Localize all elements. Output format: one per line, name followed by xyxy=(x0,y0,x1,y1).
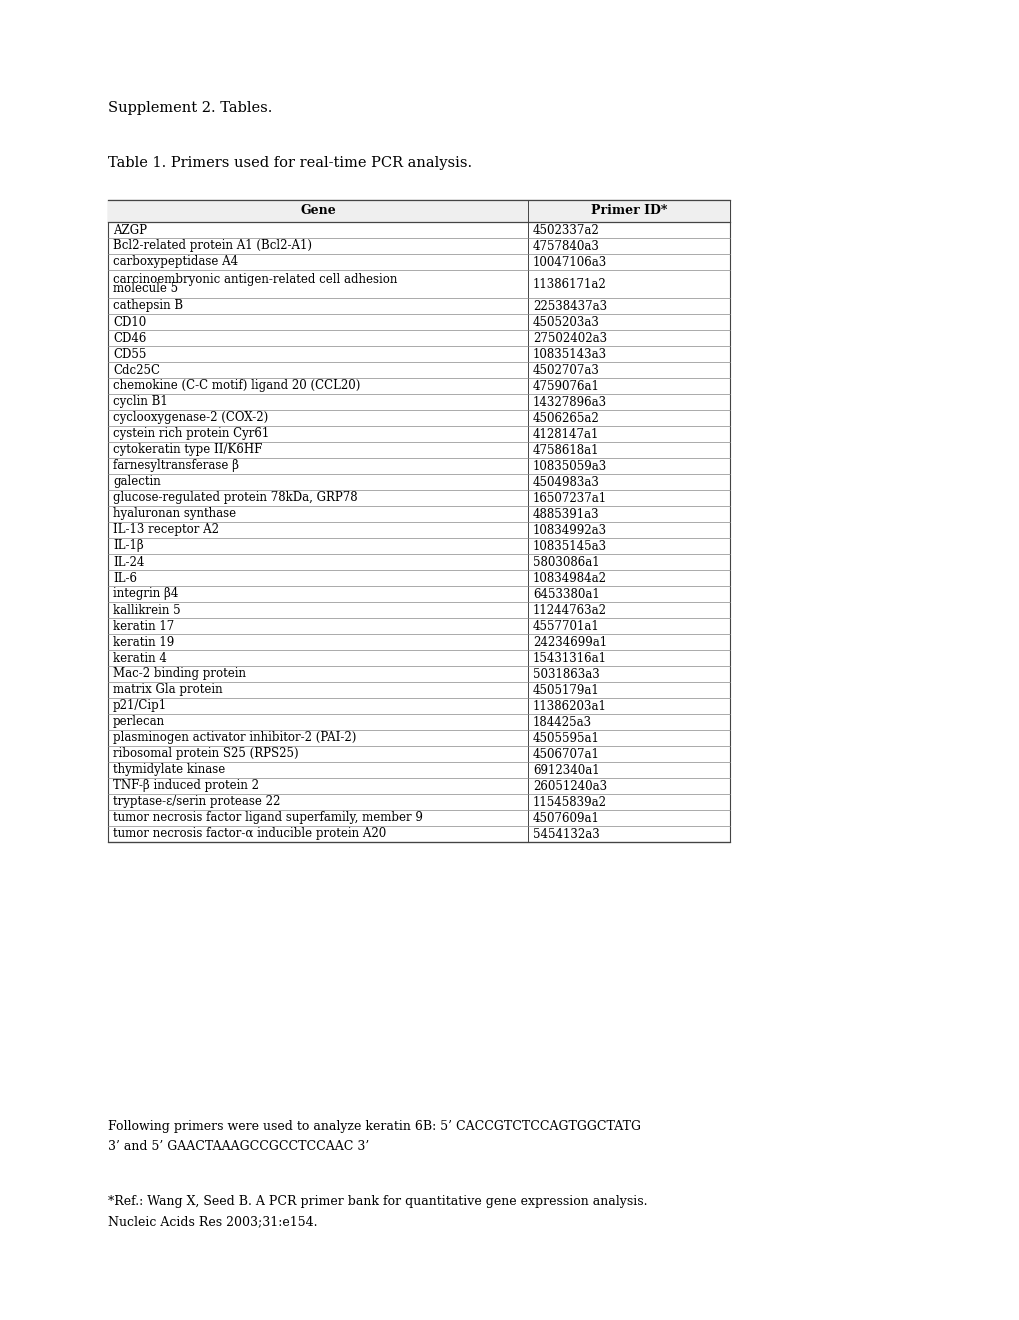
Text: farnesyltransferase β: farnesyltransferase β xyxy=(113,459,238,473)
Text: keratin 19: keratin 19 xyxy=(113,635,174,648)
Text: 10047106a3: 10047106a3 xyxy=(532,256,606,268)
Text: 6912340a1: 6912340a1 xyxy=(532,763,599,776)
Text: 4557701a1: 4557701a1 xyxy=(532,619,599,632)
Text: 26051240a3: 26051240a3 xyxy=(532,780,606,792)
Text: 11386171a2: 11386171a2 xyxy=(532,277,606,290)
Text: kallikrein 5: kallikrein 5 xyxy=(113,603,180,616)
Text: cystein rich protein Cyr61: cystein rich protein Cyr61 xyxy=(113,428,269,441)
Text: *Ref.: Wang X, Seed B. A PCR primer bank for quantitative gene expression analys: *Ref.: Wang X, Seed B. A PCR primer bank… xyxy=(108,1195,647,1228)
Text: CD55: CD55 xyxy=(113,347,147,360)
Text: glucose-regulated protein 78kDa, GRP78: glucose-regulated protein 78kDa, GRP78 xyxy=(113,491,358,504)
Text: plasminogen activator inhibitor-2 (PAI-2): plasminogen activator inhibitor-2 (PAI-2… xyxy=(113,731,356,744)
Text: 15431316a1: 15431316a1 xyxy=(532,652,606,664)
Text: hyaluronan synthase: hyaluronan synthase xyxy=(113,507,235,520)
Text: 184425a3: 184425a3 xyxy=(532,715,591,729)
Text: p21/Cip1: p21/Cip1 xyxy=(113,700,167,713)
Text: integrin β4: integrin β4 xyxy=(113,587,178,601)
Text: Mac-2 binding protein: Mac-2 binding protein xyxy=(113,668,246,681)
Text: 4757840a3: 4757840a3 xyxy=(532,239,599,252)
Text: 5031863a3: 5031863a3 xyxy=(532,668,599,681)
Text: 4506265a2: 4506265a2 xyxy=(532,412,599,425)
Text: chemokine (C-C motif) ligand 20 (CCL20): chemokine (C-C motif) ligand 20 (CCL20) xyxy=(113,380,360,392)
Text: Following primers were used to analyze keratin 6B: 5’ CACCGTCTCCAGTGGCTATG
3’ an: Following primers were used to analyze k… xyxy=(108,1119,640,1152)
Text: 4759076a1: 4759076a1 xyxy=(532,380,599,392)
Text: 16507237a1: 16507237a1 xyxy=(532,491,606,504)
Text: 4507609a1: 4507609a1 xyxy=(532,812,599,825)
Text: molecule 5: molecule 5 xyxy=(113,282,178,296)
Text: matrix Gla protein: matrix Gla protein xyxy=(113,684,222,697)
Text: cyclooxygenase-2 (COX-2): cyclooxygenase-2 (COX-2) xyxy=(113,412,268,425)
Text: Table 1. Primers used for real-time PCR analysis.: Table 1. Primers used for real-time PCR … xyxy=(108,156,472,170)
Text: Supplement 2. Tables.: Supplement 2. Tables. xyxy=(108,102,272,115)
Text: cytokeratin type II/K6HF: cytokeratin type II/K6HF xyxy=(113,444,262,457)
Text: 10835145a3: 10835145a3 xyxy=(532,540,606,553)
Text: 4505595a1: 4505595a1 xyxy=(532,731,599,744)
Text: carcinoembryonic antigen-related cell adhesion: carcinoembryonic antigen-related cell ad… xyxy=(113,272,397,285)
Text: 4502707a3: 4502707a3 xyxy=(532,363,599,376)
Text: CD46: CD46 xyxy=(113,331,147,345)
Text: tumor necrosis factor ligand superfamily, member 9: tumor necrosis factor ligand superfamily… xyxy=(113,812,423,825)
Text: IL-13 receptor A2: IL-13 receptor A2 xyxy=(113,524,219,536)
Text: tumor necrosis factor-α inducible protein A20: tumor necrosis factor-α inducible protei… xyxy=(113,828,386,841)
Text: thymidylate kinase: thymidylate kinase xyxy=(113,763,225,776)
Text: tryptase-ε/serin protease 22: tryptase-ε/serin protease 22 xyxy=(113,796,280,808)
Text: 5454132a3: 5454132a3 xyxy=(532,828,599,841)
Text: perlecan: perlecan xyxy=(113,715,165,729)
Text: 4502337a2: 4502337a2 xyxy=(532,223,599,236)
Text: 10835143a3: 10835143a3 xyxy=(532,347,606,360)
Text: 11386203a1: 11386203a1 xyxy=(532,700,606,713)
Text: 4885391a3: 4885391a3 xyxy=(532,507,599,520)
Text: IL-6: IL-6 xyxy=(113,572,137,585)
Text: Primer ID*: Primer ID* xyxy=(590,205,666,218)
Text: IL-1β: IL-1β xyxy=(113,540,144,553)
Text: 4504983a3: 4504983a3 xyxy=(532,475,599,488)
Text: 10834992a3: 10834992a3 xyxy=(532,524,606,536)
Text: 10835059a3: 10835059a3 xyxy=(532,459,606,473)
Text: Bcl2-related protein A1 (Bcl2-A1): Bcl2-related protein A1 (Bcl2-A1) xyxy=(113,239,312,252)
Text: cyclin B1: cyclin B1 xyxy=(113,396,167,408)
Text: 10834984a2: 10834984a2 xyxy=(532,572,606,585)
Text: CD10: CD10 xyxy=(113,315,146,329)
Text: carboxypeptidase A4: carboxypeptidase A4 xyxy=(113,256,237,268)
Text: 4505179a1: 4505179a1 xyxy=(532,684,599,697)
Text: 4128147a1: 4128147a1 xyxy=(532,428,598,441)
Text: 4506707a1: 4506707a1 xyxy=(532,747,599,760)
Text: ribosomal protein S25 (RPS25): ribosomal protein S25 (RPS25) xyxy=(113,747,299,760)
Text: AZGP: AZGP xyxy=(113,223,147,236)
Text: 4758618a1: 4758618a1 xyxy=(532,444,599,457)
Text: 4505203a3: 4505203a3 xyxy=(532,315,599,329)
Text: Gene: Gene xyxy=(300,205,335,218)
Text: 5803086a1: 5803086a1 xyxy=(532,556,599,569)
Text: Cdc25C: Cdc25C xyxy=(113,363,160,376)
Text: 6453380a1: 6453380a1 xyxy=(532,587,599,601)
Bar xyxy=(108,201,730,222)
Text: 27502402a3: 27502402a3 xyxy=(532,331,606,345)
Text: cathepsin B: cathepsin B xyxy=(113,300,183,313)
Text: IL-24: IL-24 xyxy=(113,556,145,569)
Text: 11244763a2: 11244763a2 xyxy=(532,603,606,616)
Text: 24234699a1: 24234699a1 xyxy=(532,635,606,648)
Text: galectin: galectin xyxy=(113,475,161,488)
Text: TNF-β induced protein 2: TNF-β induced protein 2 xyxy=(113,780,259,792)
Text: 22538437a3: 22538437a3 xyxy=(532,300,606,313)
Bar xyxy=(108,201,730,842)
Text: keratin 4: keratin 4 xyxy=(113,652,167,664)
Text: 11545839a2: 11545839a2 xyxy=(532,796,606,808)
Text: keratin 17: keratin 17 xyxy=(113,619,174,632)
Text: 14327896a3: 14327896a3 xyxy=(532,396,606,408)
